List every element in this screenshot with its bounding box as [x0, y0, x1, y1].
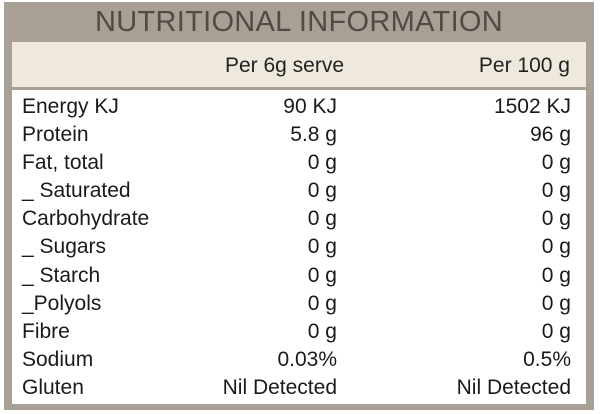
table-row: Fibre 0 g 0 g [12, 318, 586, 346]
per-100g-value: 1502 KJ [493, 95, 571, 118]
nutrient-label: Fat, total [22, 151, 104, 175]
per-100g-value: 0 g [541, 263, 571, 287]
per-100g-value: 96 g [530, 123, 571, 147]
per-100g-value: 0 g [541, 151, 571, 175]
per-100g-value: 0.5% [523, 347, 571, 371]
per-serve-value: 0 g [307, 319, 337, 343]
nutrient-label: Sodium [22, 347, 94, 371]
nutrient-label: Carbohydrate [22, 207, 150, 231]
nutrition-panel: NUTRITIONAL INFORMATION Per 6g serve Per… [4, 2, 594, 410]
per-serve-value: 90 KJ [283, 95, 337, 118]
table-row: _ Starch 0 g 0 g [12, 262, 586, 290]
per-serve-value: 0 g [307, 207, 337, 231]
column-header-band [12, 42, 586, 87]
per-100g-value: 0 g [541, 319, 571, 343]
per-100g-value: Nil Detected [456, 375, 571, 399]
column-header-per-100g: Per 100 g [478, 54, 570, 77]
per-100g-value: 0 g [541, 179, 571, 203]
table-row: Carbohydrate 0 g 0 g [12, 205, 586, 233]
per-serve-value: 0 g [307, 179, 337, 203]
table-row: _Polyols 0 g 0 g [12, 290, 586, 318]
per-serve-value: 0 g [307, 235, 337, 259]
nutrient-label: Gluten [22, 375, 84, 399]
nutrient-label: _Polyols [22, 291, 102, 315]
table-row: Protein 5.8 g 96 g [12, 121, 586, 149]
per-serve-value: 0 g [307, 291, 337, 315]
per-serve-value: 5.8 g [290, 123, 337, 147]
column-header-per-serve: Per 6g serve [224, 54, 344, 77]
nutrient-label: _ Starch [22, 263, 101, 287]
per-serve-value: 0 g [307, 151, 337, 175]
nutrition-table-body [12, 90, 586, 404]
table-row: Gluten Nil Detected Nil Detected [12, 374, 586, 402]
nutrient-label: Fibre [22, 319, 70, 343]
nutrition-rows: Energy KJ 90 KJ 1502 KJ Protein 5.8 g 96 g Fat… [12, 93, 586, 402]
table-row: Energy KJ 90 KJ 1502 KJ [12, 93, 586, 121]
table-row: Sodium 0.03% 0.5% [12, 346, 586, 374]
per-serve-value: 0.03% [277, 347, 337, 371]
nutrient-label: _ Sugars [22, 235, 107, 259]
nutrient-label: Energy KJ [22, 95, 119, 118]
table-row: _ Saturated 0 g 0 g [12, 177, 586, 205]
per-100g-value: 0 g [541, 291, 571, 315]
nutrient-label: Protein [22, 123, 89, 147]
panel-title: NUTRITIONAL INFORMATION [94, 6, 504, 38]
per-100g-value: 0 g [541, 235, 571, 259]
per-100g-value: 0 g [541, 207, 571, 231]
per-serve-value: 0 g [307, 263, 337, 287]
per-serve-value: Nil Detected [222, 375, 337, 399]
table-row: _ Sugars 0 g 0 g [12, 233, 586, 261]
table-row: Fat, total 0 g 0 g [12, 149, 586, 177]
nutrient-label: _ Saturated [22, 179, 131, 203]
